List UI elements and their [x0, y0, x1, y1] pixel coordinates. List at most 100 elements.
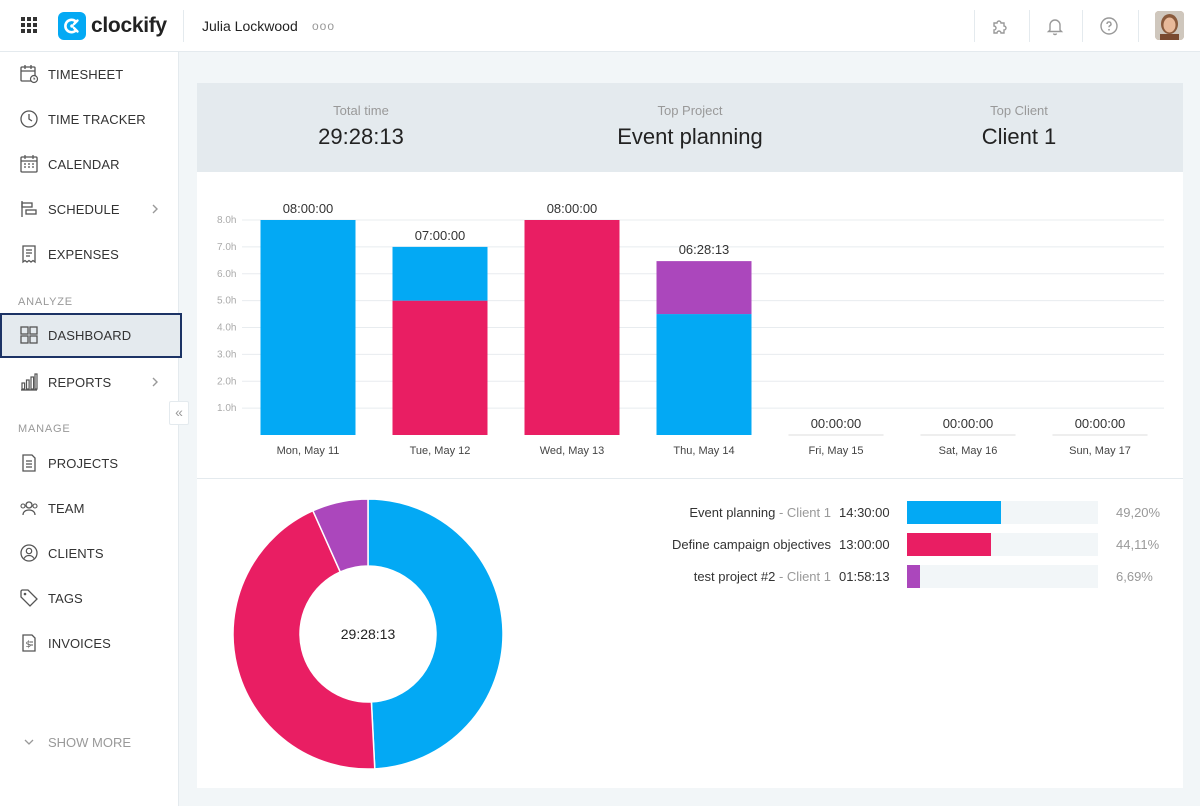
legend-time: 01:58:13	[839, 569, 890, 584]
x-category-label: Sat, May 16	[939, 445, 998, 457]
clockify-logo-icon	[58, 12, 86, 40]
project-name: Define campaign objectives	[672, 537, 831, 552]
y-tick-label: 8.0h	[217, 215, 236, 226]
bar-total-label: 00:00:00	[811, 416, 862, 431]
legend-project-name: test project #2 - Client 1	[694, 569, 831, 584]
receipt-icon	[22, 245, 36, 264]
sidebar-item-invoices[interactable]: $ INVOICES	[0, 621, 179, 666]
summary-bar: Total time 29:28:13 Top Project Event pl…	[197, 83, 1183, 172]
chevron-right-icon	[152, 377, 158, 387]
sidebar-item-clients[interactable]: CLIENTS	[0, 531, 179, 576]
sidebar-item-label: TIMESHEET	[48, 67, 124, 82]
sidebar-item-schedule[interactable]: SCHEDULE	[0, 187, 179, 232]
chevron-right-icon	[152, 204, 158, 214]
top-client-value: Client 1	[981, 124, 1057, 149]
puzzle-icon[interactable]	[989, 14, 1013, 38]
donut-center-total: 29:28:13	[341, 626, 396, 642]
legend-percentage: 6,69%	[1116, 569, 1153, 584]
sidebar-item-time-tracker[interactable]: TIME TRACKER	[0, 97, 179, 142]
bar-segment[interactable]	[392, 246, 488, 301]
legend-time: 14:30:00	[839, 505, 890, 520]
document-icon	[22, 454, 36, 472]
sidebar-item-tags[interactable]: TAGS	[0, 576, 179, 621]
x-category-label: Thu, May 14	[673, 445, 734, 457]
divider	[974, 10, 975, 42]
top-client-summary: Top Client Client 1	[869, 103, 1169, 150]
logo-text: clockify	[91, 14, 167, 37]
bar-segment[interactable]	[524, 220, 620, 435]
logo[interactable]: clockify	[58, 11, 167, 41]
calendar-icon	[20, 155, 38, 173]
section-label-analyze: ANALYZE	[18, 296, 73, 308]
sidebar-item-calendar[interactable]: CALENDAR	[0, 142, 179, 187]
sidebar-item-label: PROJECTS	[48, 456, 119, 471]
progress-fill	[907, 533, 992, 556]
y-tick-label: 6.0h	[217, 269, 236, 280]
avatar[interactable]	[1155, 11, 1184, 40]
bar-segment[interactable]	[656, 261, 752, 315]
divider	[1082, 10, 1083, 42]
top-project-label: Top Project	[657, 103, 723, 118]
project-name: test project #2	[693, 569, 776, 584]
schedule-icon	[21, 201, 37, 217]
donut-slice[interactable]	[367, 498, 504, 770]
bar-chart-icon	[21, 373, 38, 391]
top-project-value: Event planning	[617, 124, 763, 149]
dashboard-panel: Total time 29:28:13 Top Project Event pl…	[197, 83, 1183, 788]
client-name: - Client 1	[775, 505, 831, 520]
sidebar-item-projects[interactable]: PROJECTS	[0, 441, 179, 486]
total-time-summary: Total time 29:28:13	[211, 103, 511, 150]
bar-segment[interactable]	[656, 314, 752, 435]
donut-slice[interactable]	[311, 498, 369, 573]
y-tick-label: 3.0h	[217, 349, 236, 360]
sidebar-item-dashboard[interactable]: DASHBOARD	[0, 313, 182, 358]
sidebar-item-team[interactable]: TEAM	[0, 486, 179, 531]
top-client-label: Top Client	[990, 103, 1048, 118]
more-options-icon[interactable]: ooo	[312, 19, 336, 33]
workspace-name[interactable]: Julia Lockwood	[202, 18, 298, 34]
bar-segment[interactable]	[392, 300, 488, 435]
legend-project-name: Event planning - Client 1	[689, 505, 831, 520]
donut-slice[interactable]	[232, 509, 376, 770]
legend-row[interactable]: Event planning - Client 1 14:30:00 49,20%	[627, 500, 1167, 526]
collapse-sidebar-button[interactable]: «	[169, 401, 189, 425]
tag-icon	[20, 589, 38, 607]
user-circle-icon	[20, 544, 38, 562]
bar-total-label: 00:00:00	[943, 416, 994, 431]
divider	[1029, 10, 1030, 42]
divider	[183, 10, 184, 42]
bell-icon[interactable]	[1043, 14, 1067, 38]
section-label-manage: MANAGE	[18, 423, 71, 435]
legend-row[interactable]: Define campaign objectives 13:00:00 44,11%	[627, 532, 1167, 558]
show-more-button[interactable]: SHOW MORE	[0, 727, 179, 757]
show-more-label: SHOW MORE	[48, 735, 132, 750]
help-icon[interactable]	[1097, 14, 1121, 38]
daily-bar-chart: 1.0h 2.0h 3.0h 4.0h 5.0h 6.0h 7.0h 8.0h 08:00:00…	[197, 172, 1183, 479]
legend-percentage: 49,20%	[1116, 505, 1161, 520]
sidebar-item-label: INVOICES	[48, 636, 111, 651]
svg-text:$: $	[26, 640, 32, 650]
y-tick-label: 1.0h	[217, 403, 236, 414]
sidebar-item-label: DASHBOARD	[48, 328, 132, 343]
sidebar-item-label: CALENDAR	[48, 157, 120, 172]
legend-percentage: 44,11%	[1116, 537, 1160, 552]
sidebar-item-expenses[interactable]: EXPENSES	[0, 232, 179, 277]
bar-chart-svg: 1.0h 2.0h 3.0h 4.0h 5.0h 6.0h 7.0h 8.0h 08:00:00…	[217, 201, 1164, 457]
sidebar-item-reports[interactable]: REPORTS	[0, 360, 179, 405]
x-category-label: Sun, May 17	[1069, 445, 1131, 457]
total-time-value: 29:28:13	[318, 124, 404, 149]
total-time-label: Total time	[333, 103, 389, 118]
progress-fill	[907, 501, 1001, 524]
clock-icon	[20, 110, 38, 128]
legend-time: 13:00:00	[839, 537, 890, 552]
sidebar-item-timesheet[interactable]: TIMESHEET	[0, 52, 179, 97]
sidebar-item-label: EXPENSES	[48, 247, 119, 262]
top-bar: clockify Julia Lockwood ooo	[0, 0, 1200, 52]
progress-track	[907, 501, 1098, 524]
legend-row[interactable]: test project #2 - Client 1 01:58:13 6,69%	[627, 564, 1167, 590]
progress-fill	[907, 565, 920, 588]
bar-segment[interactable]	[260, 220, 356, 435]
x-category-label: Mon, May 11	[277, 445, 340, 457]
apps-grid-icon[interactable]	[21, 17, 37, 33]
legend-project-name: Define campaign objectives	[672, 537, 831, 552]
